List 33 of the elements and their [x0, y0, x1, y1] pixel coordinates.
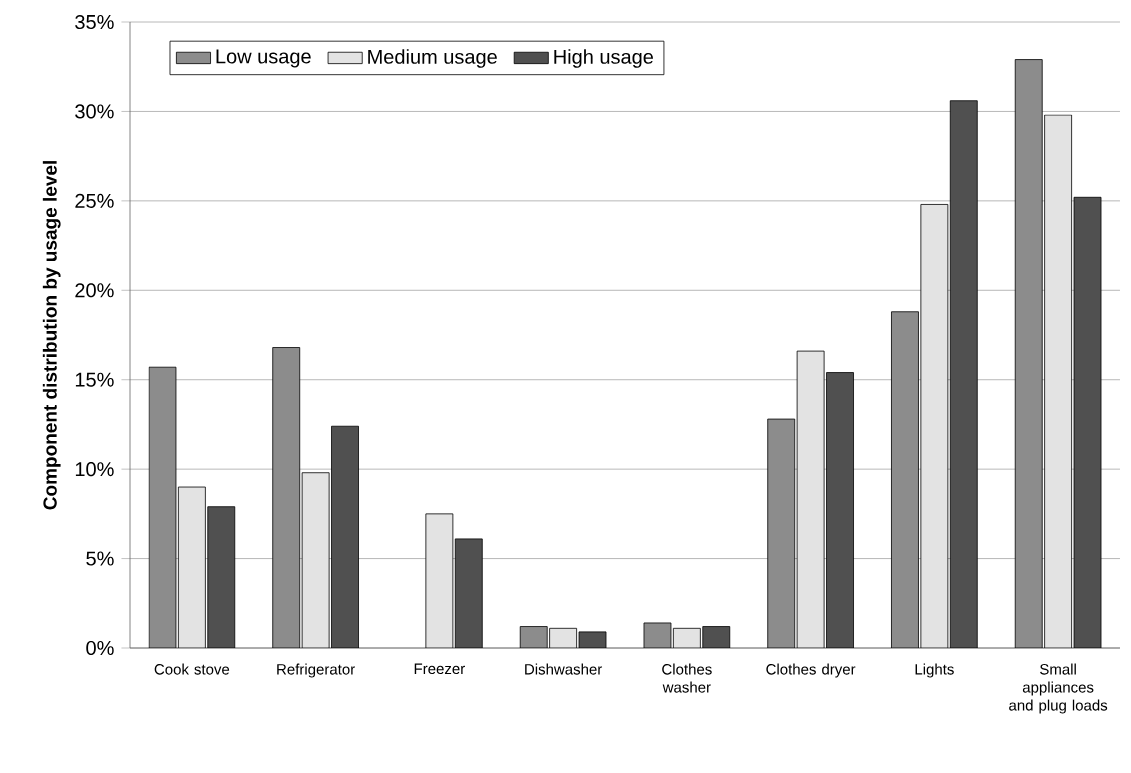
y-axis-title: Component distribution by usage level — [42, 161, 61, 510]
x-tick-label: Refrigerator — [277, 663, 355, 678]
y-tick-label: 5% — [86, 551, 114, 566]
legend-label: Low usage — [216, 49, 311, 68]
bar — [920, 204, 949, 648]
bar — [826, 372, 854, 648]
y-tick-label: 10% — [75, 462, 114, 477]
bar — [702, 626, 731, 648]
bar — [177, 486, 206, 648]
y-tick-label: 30% — [75, 104, 114, 119]
bar — [1044, 114, 1073, 648]
x-tick-label: Clothes washer — [662, 663, 712, 693]
bar — [301, 472, 330, 648]
bar — [949, 100, 978, 648]
y-tick-label: 35% — [75, 14, 114, 30]
x-tick-label: Lights — [915, 663, 954, 678]
y-tick-label: 15% — [75, 372, 114, 387]
legend-label: Medium usage — [368, 49, 497, 68]
bar — [454, 538, 483, 648]
x-tick-label: Freezer — [414, 663, 465, 675]
legend-label: High usage — [554, 49, 653, 68]
bar — [796, 350, 825, 648]
bar — [425, 513, 454, 648]
y-tick-label: 25% — [75, 193, 114, 208]
x-tick-label: Dishwasher — [525, 663, 603, 675]
bar — [207, 506, 236, 648]
bar — [1073, 196, 1102, 648]
x-tick-label: Clothes dryer — [766, 663, 856, 678]
bar — [331, 425, 359, 648]
x-tick-label: Small appliances and plug loads — [1009, 663, 1108, 714]
y-tick-label: 20% — [75, 283, 114, 298]
y-tick-label: 0% — [86, 640, 114, 656]
x-tick-label: Cook stove — [154, 663, 230, 675]
